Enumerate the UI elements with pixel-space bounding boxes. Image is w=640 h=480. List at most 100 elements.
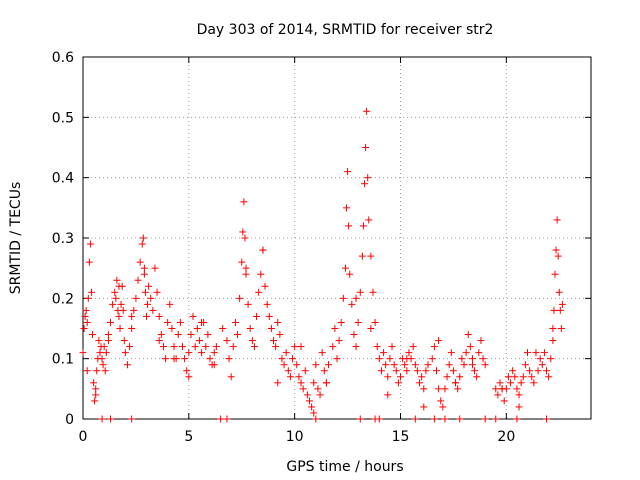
data-point: [550, 306, 558, 314]
data-point: [384, 391, 392, 399]
data-point: [521, 361, 529, 369]
data-point: [144, 300, 152, 308]
data-point: [305, 397, 313, 405]
data-point: [212, 343, 220, 351]
data-point: [464, 331, 472, 339]
data-point: [234, 331, 242, 339]
data-point: [325, 361, 333, 369]
data-point: [481, 415, 489, 423]
data-point: [308, 403, 316, 411]
data-point: [153, 288, 161, 296]
x-tick-label: 0: [79, 429, 88, 445]
data-point: [405, 349, 413, 357]
data-point: [257, 270, 265, 278]
data-point: [526, 367, 534, 375]
data-point: [367, 252, 375, 260]
data-point: [318, 349, 326, 357]
data-point: [437, 397, 445, 405]
data-point: [359, 222, 367, 230]
data-point: [191, 343, 199, 351]
data-point: [206, 355, 214, 363]
data-point: [456, 373, 464, 381]
data-point: [86, 240, 94, 248]
data-point: [320, 367, 328, 375]
data-point: [356, 288, 364, 296]
data-point: [151, 264, 159, 272]
data-point: [289, 355, 297, 363]
data-point: [174, 331, 182, 339]
data-point: [246, 325, 254, 332]
data-point: [369, 288, 377, 296]
data-point: [452, 379, 460, 387]
data-point: [545, 373, 553, 381]
data-point: [274, 318, 282, 326]
data-point: [555, 288, 563, 296]
data-point: [128, 312, 136, 320]
data-point: [509, 367, 517, 375]
data-point: [500, 397, 508, 405]
data-point: [475, 349, 483, 357]
data-point: [471, 367, 479, 375]
data-point: [468, 361, 476, 369]
data-point: [185, 349, 193, 357]
data-point: [250, 343, 258, 351]
data-point: [536, 355, 544, 363]
data-point: [265, 312, 273, 320]
data-point: [115, 282, 123, 290]
data-point: [140, 270, 148, 278]
data-point: [344, 168, 352, 176]
data-point: [130, 306, 138, 314]
data-point: [481, 361, 489, 369]
data-point: [187, 331, 195, 339]
data-point: [375, 355, 383, 363]
data-point: [96, 349, 104, 357]
y-tick-label: 0: [65, 412, 74, 428]
data-point: [310, 409, 318, 417]
data-point: [198, 318, 206, 326]
data-point: [496, 379, 504, 387]
data-point: [95, 337, 103, 345]
data-point: [364, 174, 372, 182]
data-point: [365, 216, 373, 224]
data-point: [515, 391, 523, 399]
data-point: [244, 300, 252, 308]
data-point: [99, 361, 107, 369]
data-point: [363, 107, 371, 115]
data-point: [339, 294, 347, 302]
data-point: [394, 379, 402, 387]
data-point: [538, 361, 546, 369]
data-point: [176, 318, 184, 326]
data-point: [83, 367, 91, 375]
data-point: [139, 234, 147, 242]
y-axis-label: SRMTID / TECUs: [8, 182, 24, 295]
y-tick-label: 0.5: [52, 110, 74, 126]
data-point: [195, 337, 203, 345]
data-point: [128, 415, 136, 423]
data-point: [430, 343, 438, 351]
data-point: [147, 294, 155, 302]
data-point: [530, 379, 538, 387]
data-point: [354, 318, 362, 326]
data-point: [479, 355, 487, 363]
data-point: [267, 325, 275, 332]
data-point: [238, 258, 246, 266]
data-point: [113, 276, 121, 284]
data-point: [91, 397, 99, 405]
data-point: [143, 312, 150, 320]
data-point: [93, 367, 101, 375]
data-point: [121, 349, 129, 357]
data-point: [155, 312, 163, 320]
data-point: [293, 361, 301, 369]
data-point: [162, 355, 170, 363]
data-point: [343, 204, 351, 212]
data-point: [123, 361, 131, 369]
data-point: [388, 343, 396, 351]
data-point: [390, 361, 398, 369]
data-point: [517, 379, 525, 387]
data-point: [242, 264, 250, 272]
data-point: [242, 270, 250, 278]
data-point: [346, 270, 354, 278]
data-point: [112, 294, 120, 302]
data-point: [198, 349, 206, 357]
data-point: [322, 379, 330, 387]
